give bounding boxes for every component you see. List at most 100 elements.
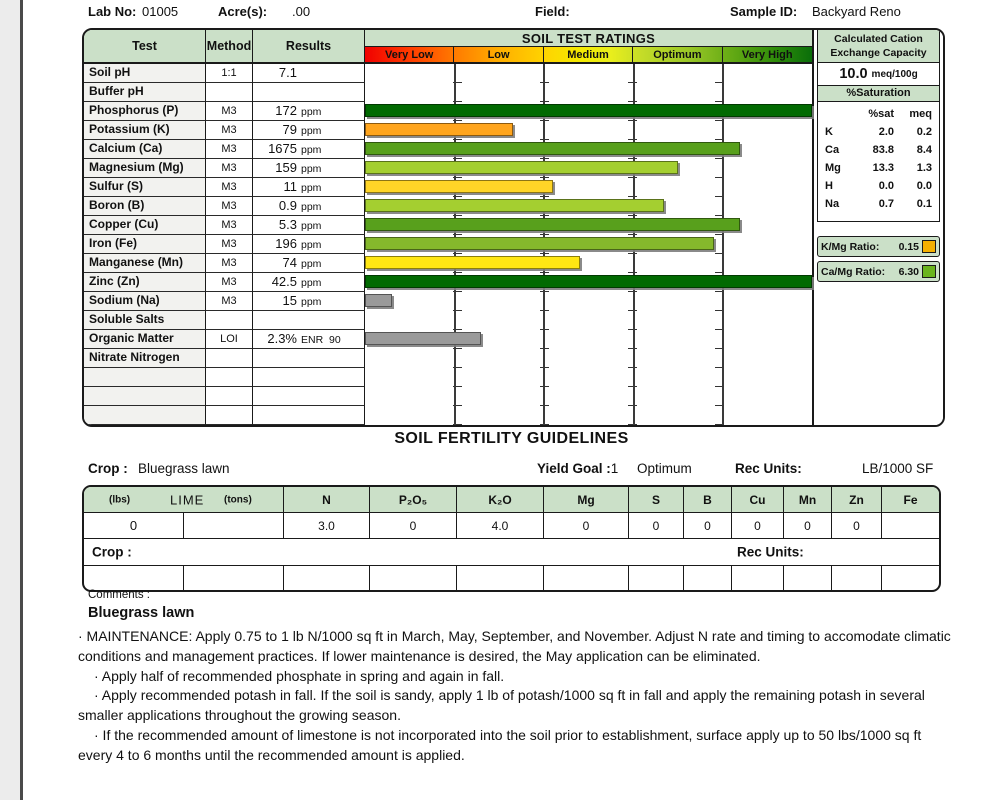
test-method: M3 [206,197,253,216]
nutrient-value: 0 [629,513,684,538]
table-row: Organic Matter LOI 2.3% ENR 90 [84,330,812,349]
test-result: 2.3% ENR 90 [253,330,365,349]
table-row: Potassium (K) M3 79 ppm [84,121,812,140]
rating-gridline [722,64,724,425]
column-header-method: Method [206,30,253,64]
table-row: Sodium (Na) M3 15 ppm [84,292,812,311]
nutrient-value: 0 [784,513,832,538]
rating-bar-cell [365,64,812,83]
ratings-title: SOIL TEST RATINGS [365,30,812,47]
nutrient-value: 0 [370,513,457,538]
saturation-element: K [825,126,833,139]
test-name [84,387,206,406]
result-unit: ppm [301,239,322,251]
result-number: 74 [282,255,297,270]
nutrient-header: Zn [832,487,882,512]
kmg-ratio-swatch [922,240,936,254]
test-method: M3 [206,216,253,235]
rating-bar-cell [365,178,812,197]
empty-cell [84,566,184,590]
soil-test-table-left: Test Method Results SOIL TEST RATINGS Ve… [84,30,812,425]
camg-ratio-value: 6.30 [898,265,919,278]
rating-bar [365,294,392,307]
saturation-meq: 0.1 [916,198,932,211]
lab-no-value: 01005 [142,4,179,19]
rating-bar [365,161,678,174]
nutrient-header: Mg [544,487,629,512]
nutrient-header: B [684,487,732,512]
table-row: Calcium (Ca) M3 1675 ppm [84,140,812,159]
test-result [253,406,365,425]
nutrient-header: Mn [784,487,832,512]
rating-bar [365,123,513,136]
rating-level-optimum: Optimum [633,47,723,62]
yield-goal-value: 1 [610,461,619,476]
rating-bar-cell [365,121,812,140]
rating-level-medium: Medium [544,47,634,62]
rating-bar-cell [365,311,812,330]
comment-paragraph: · Apply recommended potash in fall. If t… [78,687,925,724]
rating-bar-cell [365,216,812,235]
test-method: M3 [206,121,253,140]
guidelines-header-row: (lbs) LIME (tons) N P₂O₅ K₂O Mg S B Cu M… [84,487,939,513]
saturation-col-sat: %sat [868,108,894,121]
test-result: 79 ppm [253,121,365,140]
rating-bar-cell [365,292,812,311]
comment-paragraph: · Apply half of recommended phosphate in… [94,667,505,684]
crop-label: Crop : [88,461,128,476]
comment-paragraph: · MAINTENANCE: Apply 0.75 to 1 lb N/1000… [78,628,951,664]
empty-cell [684,566,732,590]
guidelines-table: (lbs) LIME (tons) N P₂O₅ K₂O Mg S B Cu M… [82,485,941,592]
empty-cell [732,566,784,590]
test-method [206,387,253,406]
test-method: M3 [206,140,253,159]
nutrient-value: 0 [732,513,784,538]
test-name: Magnesium (Mg) [84,159,206,178]
saturation-meq: 1.3 [916,162,932,175]
scanned-page-edge [0,0,20,800]
field-label: Field: [535,4,570,19]
rating-bar-cell [365,330,812,349]
test-result [253,368,365,387]
guidelines-crop2-row: Crop : Rec Units: [84,539,939,566]
empty-cell [184,566,284,590]
rec-units2-label: Rec Units: [737,544,804,560]
test-result [253,349,365,368]
lime-lbs-label: (lbs) [109,494,131,505]
saturation-pct: 83.8 [872,144,894,157]
yield-rating: Optimum [637,461,692,476]
rating-bar [365,256,580,269]
result-number: 42.5 [271,274,297,289]
saturation-element: H [825,180,833,193]
rating-level-very-low: Very Low [365,47,455,62]
soil-test-table: Test Method Results SOIL TEST RATINGS Ve… [82,28,945,427]
nutrient-header: S [629,487,684,512]
saturation-pct: 0.7 [878,198,894,211]
crop2-label: Crop : [92,544,132,560]
yield-goal: Yield Goal : 1 [537,461,618,476]
rating-bar [365,275,812,288]
yield-goal-label: Yield Goal : [537,461,611,476]
table-row: Manganese (Mn) M3 74 ppm [84,254,812,273]
test-method [206,311,253,330]
empty-cell [882,566,939,590]
rating-bar-cell [365,387,812,406]
kmg-ratio-value: 0.15 [898,240,919,253]
result-unit: ppm [301,277,322,289]
rating-bar [365,218,741,231]
rating-bar [365,104,812,117]
test-name [84,406,206,425]
nutrient-value: 4.0 [457,513,544,538]
rating-bar-cell [365,140,812,159]
test-name: Organic Matter [84,330,206,349]
nutrient-value [882,513,939,538]
acres-value: .00 [292,4,311,19]
camg-ratio-swatch [922,265,936,279]
nutrient-value: 0 [832,513,882,538]
nutrient-header: K₂O [457,487,544,512]
saturation-col-meq: meq [909,108,932,121]
acres-label: Acre(s): [218,4,268,19]
test-method: M3 [206,235,253,254]
table-row: Boron (B) M3 0.9 ppm [84,197,812,216]
test-name: Potassium (K) [84,121,206,140]
